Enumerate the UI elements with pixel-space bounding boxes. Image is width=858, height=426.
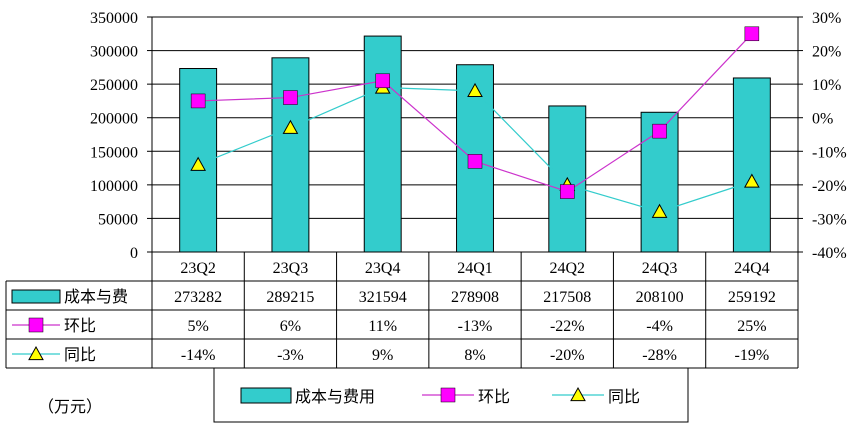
table-cell: 5%: [187, 318, 208, 335]
category-label: 23Q3: [273, 260, 309, 277]
bar: [363, 35, 402, 253]
yoy-marker: [651, 203, 668, 218]
yoy-marker: [190, 156, 206, 171]
y-right-tick-label: 30%: [812, 10, 841, 27]
qoq-marker: [744, 26, 760, 42]
yoy-marker: [282, 119, 299, 134]
table-cell: 278908: [451, 289, 499, 306]
table-row-label: 环比: [64, 316, 96, 335]
table-row-label: 同比: [64, 345, 96, 364]
table-cell: 208100: [636, 289, 684, 306]
legend-key-bar: [240, 387, 292, 404]
yoy-marker: [467, 82, 483, 97]
table-row-label: 成本与费: [64, 287, 128, 306]
table-cell: 6%: [280, 318, 301, 335]
table-cell: 25%: [737, 318, 766, 335]
qoq-marker: [467, 154, 483, 169]
y-right-tick-label: -20%: [812, 178, 847, 195]
table-cell: -14%: [181, 347, 216, 364]
category-label: 24Q2: [550, 260, 586, 277]
y-right-tick-label: 20%: [812, 44, 841, 61]
table-cell: 217508: [543, 289, 591, 306]
table-cell: 8%: [464, 347, 485, 364]
table-cell: -22%: [550, 318, 585, 335]
qoq-marker: [375, 73, 390, 89]
category-label: 24Q3: [642, 260, 678, 277]
table-cell: -13%: [458, 318, 493, 335]
table-cell: -19%: [735, 347, 770, 364]
table-cell: -28%: [642, 347, 677, 364]
y-left-tick-label: 350000: [90, 10, 138, 27]
y-right-tick-label: 10%: [812, 77, 841, 94]
table-cell: -4%: [646, 318, 673, 335]
table-cell: -3%: [277, 347, 304, 364]
line-series: [190, 26, 760, 218]
bar: [271, 57, 310, 253]
bar-series: [179, 35, 771, 253]
table-key-yoy-marker: [28, 345, 44, 361]
legend-label: 同比: [608, 387, 640, 406]
table-cell: 259192: [728, 289, 776, 306]
category-label: 23Q2: [180, 260, 216, 277]
qoq-marker: [283, 90, 298, 105]
category-label: 24Q1: [457, 260, 493, 277]
yoy-marker: [744, 173, 760, 188]
table-cell: 273282: [174, 289, 222, 306]
table-cell: 9%: [372, 347, 393, 364]
qoq-marker: [190, 93, 206, 109]
y-left-tick-label: 0: [130, 245, 138, 262]
table-key-qoq-marker: [28, 317, 44, 333]
category-label: 23Q4: [365, 260, 401, 277]
y-right-tick-label: -10%: [812, 144, 847, 161]
bar: [732, 77, 771, 253]
y-right-tick-label: 0%: [812, 111, 833, 128]
legend-key-qoq-marker: [440, 387, 456, 403]
y-left-tick-label: 100000: [90, 178, 138, 195]
legend-key-yoy-marker: [570, 386, 586, 402]
table-cell: -20%: [550, 347, 585, 364]
qoq-marker: [560, 184, 575, 199]
y-left-tick-label: 50000: [98, 211, 138, 228]
y-right-tick-label: -40%: [812, 245, 847, 262]
table-cell: 289215: [266, 289, 314, 306]
y-left-tick-label: 250000: [90, 77, 138, 94]
y-left-tick-label: 300000: [90, 44, 138, 61]
legend-label: 成本与费用: [295, 387, 375, 406]
category-label: 24Q4: [734, 260, 770, 277]
y-right-tick-label: -30%: [812, 211, 847, 228]
legend-label: 环比: [478, 387, 510, 406]
table-key-bar: [11, 289, 61, 304]
legend: 成本与费用 环比 同比: [213, 367, 689, 423]
y-left-tick-label: 200000: [90, 111, 138, 128]
table-cell: 321594: [359, 289, 407, 306]
unit-label: （万元）: [38, 397, 103, 416]
y-left-tick-label: 150000: [90, 144, 138, 161]
table-cell: 11%: [368, 318, 397, 335]
qoq-marker: [652, 123, 667, 139]
